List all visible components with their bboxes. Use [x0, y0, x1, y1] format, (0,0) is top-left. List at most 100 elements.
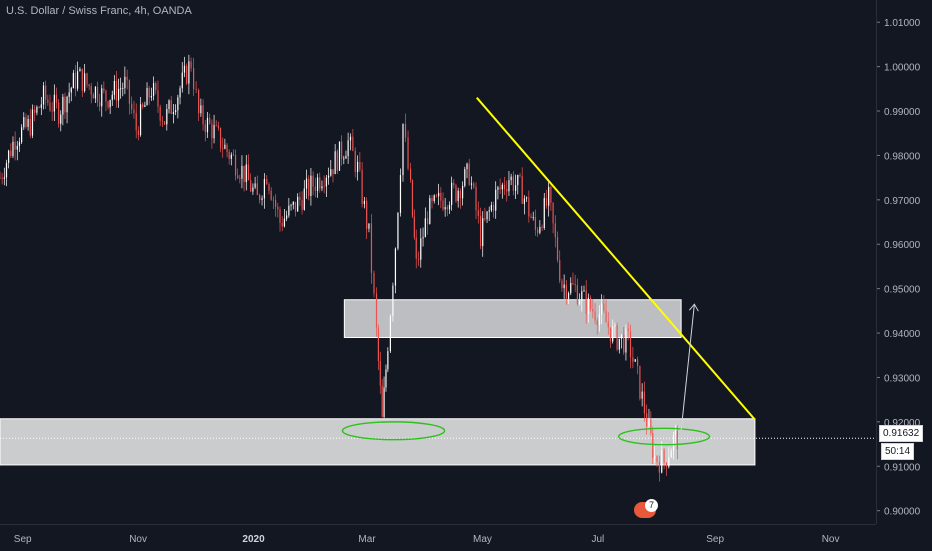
candle-body [283, 218, 286, 227]
candle-body [237, 175, 239, 179]
candle-body [457, 190, 459, 201]
candle-body [499, 187, 501, 190]
projection-arrow [680, 304, 695, 431]
candle-body [409, 168, 412, 181]
candle-body [510, 176, 512, 181]
candle-body [570, 283, 572, 294]
candle-body [239, 178, 241, 179]
candle-body [587, 297, 590, 315]
candle-body [92, 94, 94, 99]
candle-body [594, 311, 596, 321]
candle-body [70, 88, 72, 93]
candle-body [341, 141, 343, 159]
candle-body [404, 124, 407, 138]
candle-body [559, 260, 561, 281]
candle-body [211, 123, 213, 139]
candle-body [14, 141, 16, 150]
candle-body [407, 137, 409, 169]
candle-body [99, 102, 101, 107]
candle-body [637, 359, 639, 366]
candle-body [572, 283, 574, 285]
candle-body [144, 105, 146, 107]
candle-body [58, 102, 60, 124]
candle-body [124, 76, 126, 89]
candle-body [90, 86, 92, 95]
candle-body [107, 101, 109, 108]
candle-body [96, 86, 99, 103]
candle-body [352, 136, 354, 152]
candle-body [519, 175, 521, 177]
candle-body [473, 183, 475, 187]
candle-body [648, 419, 650, 427]
time-tick-label: Mar [358, 534, 376, 545]
candle-body [88, 84, 90, 87]
candle-body [277, 206, 279, 210]
candle-body [66, 96, 68, 113]
candle-body [103, 88, 105, 91]
candle-body [51, 110, 53, 112]
candle-body [200, 105, 202, 114]
candle-body [607, 322, 609, 328]
candle-body [442, 200, 444, 210]
time-axis[interactable] [0, 524, 876, 551]
candle-body [663, 449, 665, 463]
candle-body [159, 106, 161, 121]
candle-body [38, 106, 40, 108]
candle-body [131, 103, 133, 110]
supply-zone-box [343, 299, 682, 338]
candle-body [426, 218, 429, 224]
candle-body [392, 285, 394, 317]
candle-body [368, 223, 370, 229]
price-tick-label: 0.94000 [884, 329, 921, 340]
candle-body [541, 227, 543, 228]
candle-body [84, 73, 86, 92]
candle-body [665, 462, 668, 467]
candle-body [492, 204, 495, 211]
candle-body [413, 216, 415, 238]
candle-body [288, 205, 290, 216]
candle-body [155, 83, 157, 91]
candle-body [209, 117, 211, 124]
time-tick-label: Nov [822, 534, 840, 545]
candle-body [446, 207, 448, 210]
candle-body [565, 284, 567, 299]
candle-body [605, 310, 607, 323]
notification-count[interactable]: 7 [645, 499, 658, 512]
candle-body [12, 141, 14, 157]
candle-body [620, 334, 623, 339]
candle-body [661, 449, 663, 473]
price-tick-label: 0.99000 [884, 107, 921, 118]
candle-body [168, 100, 170, 110]
candle-body [625, 328, 627, 353]
candle-body [60, 114, 62, 124]
time-tick-label: May [473, 534, 492, 545]
candle-body [226, 144, 228, 152]
candle-body [366, 200, 368, 229]
candle-body [455, 185, 457, 201]
candle-body [164, 121, 166, 125]
candle-body [567, 293, 570, 299]
candle-body [261, 198, 263, 200]
candle-body [198, 89, 200, 114]
candle-body [172, 112, 175, 114]
candle-body [206, 117, 209, 133]
candle-body [650, 419, 652, 434]
candle-body [181, 72, 183, 89]
candle-body [243, 165, 245, 183]
candle-body [62, 96, 64, 115]
candle-body [484, 218, 486, 220]
candle-body [629, 331, 632, 358]
candle-body [656, 456, 658, 463]
candle-body [305, 178, 308, 189]
price-axis[interactable] [876, 0, 932, 524]
candle-body [81, 68, 83, 92]
candle-body [616, 325, 618, 350]
candle-body [424, 218, 426, 238]
candle-body [497, 187, 499, 190]
candle-body [466, 163, 468, 170]
candle-body [74, 72, 77, 89]
candle-body [294, 201, 297, 212]
candle-body [55, 94, 58, 103]
